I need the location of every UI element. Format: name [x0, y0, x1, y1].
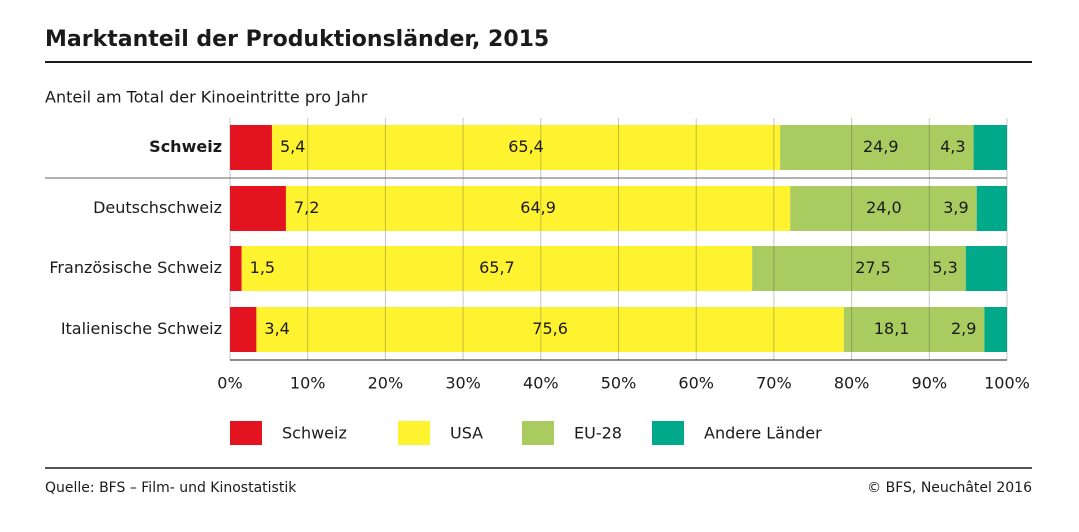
- legend-swatch: [230, 421, 262, 445]
- value-label: 3,9: [943, 198, 968, 217]
- bar-segment: [230, 307, 257, 352]
- bar-segment: [271, 125, 781, 170]
- x-tick-label: 70%: [756, 374, 792, 393]
- legend-swatch: [522, 421, 554, 445]
- value-label: 3,4: [264, 319, 289, 338]
- value-label: 75,6: [532, 319, 568, 338]
- bar-segment: [976, 186, 1007, 231]
- x-tick-label: 100%: [984, 374, 1030, 393]
- subtitle: Anteil am Total der Kinoeintritte pro Ja…: [45, 88, 368, 107]
- value-label: 24,0: [866, 198, 902, 217]
- legend-label: USA: [450, 424, 483, 443]
- x-tick-label: 60%: [678, 374, 714, 393]
- x-tick-label: 20%: [368, 374, 404, 393]
- legend-label: Andere Länder: [704, 424, 822, 443]
- bar-segment: [752, 246, 966, 291]
- bar-segment: [843, 307, 985, 352]
- x-tick-label: 0%: [217, 374, 242, 393]
- x-tick-label: 10%: [290, 374, 326, 393]
- bar-segment: [780, 125, 974, 170]
- value-label: 65,4: [508, 137, 544, 156]
- bar-segment: [230, 186, 286, 231]
- y-tick-label: Italienische Schweiz: [61, 319, 222, 338]
- bar-segment: [230, 246, 242, 291]
- copyright: © BFS, Neuchâtel 2016: [867, 480, 1032, 496]
- source: Quelle: BFS – Film- und Kinostatistik: [45, 480, 297, 496]
- value-label: 5,3: [932, 258, 957, 277]
- value-label: 27,5: [855, 258, 891, 277]
- legend-swatch: [652, 421, 684, 445]
- bar-segment: [973, 125, 1007, 170]
- y-tick-label: Deutschschweiz: [93, 198, 222, 217]
- value-label: 5,4: [280, 137, 305, 156]
- bar-segment: [230, 125, 272, 170]
- x-tick-label: 40%: [523, 374, 559, 393]
- value-label: 24,9: [863, 137, 899, 156]
- x-tick-label: 30%: [445, 374, 481, 393]
- value-label: 7,2: [294, 198, 319, 217]
- x-tick-label: 80%: [834, 374, 870, 393]
- value-label: 64,9: [520, 198, 556, 217]
- bar-segment: [965, 246, 1007, 291]
- legend-swatch: [398, 421, 430, 445]
- y-tick-label: Schweiz: [149, 137, 222, 156]
- value-label: 2,9: [951, 319, 976, 338]
- value-label: 4,3: [940, 137, 965, 156]
- x-tick-label: 90%: [912, 374, 948, 393]
- x-tick-label: 50%: [601, 374, 637, 393]
- value-label: 18,1: [874, 319, 910, 338]
- bar-segment: [984, 307, 1007, 352]
- value-label: 65,7: [479, 258, 515, 277]
- legend-label: Schweiz: [282, 424, 347, 443]
- y-tick-label: Französische Schweiz: [49, 258, 222, 277]
- bar-segment: [790, 186, 977, 231]
- bar-segment: [285, 186, 791, 231]
- bar-segment: [241, 246, 753, 291]
- chart-title: Marktanteil der Produktionsländer, 2015: [45, 27, 549, 52]
- value-label: 1,5: [250, 258, 275, 277]
- bar-segment: [256, 307, 844, 352]
- legend-label: EU-28: [574, 424, 622, 443]
